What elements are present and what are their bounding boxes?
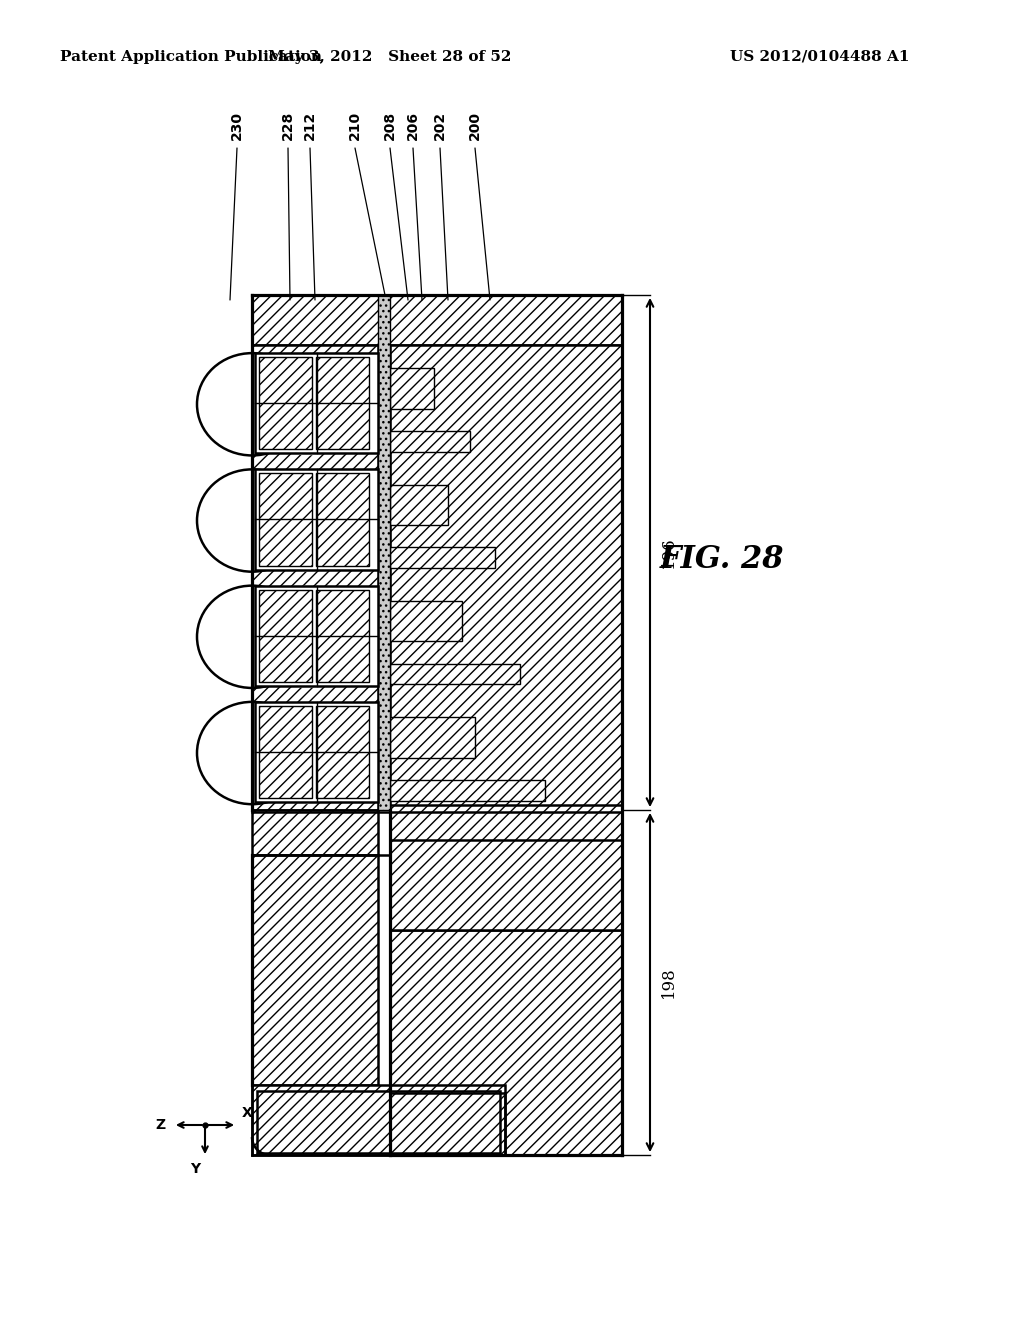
Bar <box>390 548 495 568</box>
Text: 200: 200 <box>468 111 482 140</box>
Text: 210: 210 <box>348 111 362 140</box>
Bar <box>315 474 369 565</box>
Text: 198: 198 <box>660 966 677 998</box>
Bar <box>255 469 378 569</box>
Text: May 3, 2012   Sheet 28 of 52: May 3, 2012 Sheet 28 of 52 <box>268 50 512 63</box>
Bar <box>390 664 520 685</box>
Bar <box>390 432 470 451</box>
Text: Z: Z <box>155 1118 165 1133</box>
Bar <box>390 931 622 1155</box>
Text: 196: 196 <box>660 537 677 569</box>
Text: US 2012/0104488 A1: US 2012/0104488 A1 <box>730 50 909 63</box>
Bar <box>252 810 378 855</box>
Ellipse shape <box>252 470 362 572</box>
Ellipse shape <box>252 702 362 804</box>
Bar <box>315 590 369 681</box>
Bar <box>259 590 312 681</box>
Text: 230: 230 <box>230 111 244 140</box>
Bar <box>259 706 312 799</box>
Bar <box>390 780 545 801</box>
Ellipse shape <box>252 586 362 688</box>
Text: FIG. 28: FIG. 28 <box>660 544 784 576</box>
Bar <box>390 345 622 810</box>
Bar <box>252 345 378 810</box>
Ellipse shape <box>197 702 307 804</box>
Text: 206: 206 <box>406 111 420 140</box>
Bar <box>390 368 434 409</box>
Bar <box>252 294 622 345</box>
Ellipse shape <box>197 470 307 572</box>
Bar <box>390 717 475 758</box>
Bar <box>257 1092 500 1152</box>
Bar <box>315 356 369 449</box>
Bar <box>259 356 312 449</box>
Text: X: X <box>242 1106 253 1119</box>
Text: 202: 202 <box>433 111 447 140</box>
Ellipse shape <box>197 586 307 688</box>
Bar <box>390 484 447 525</box>
Bar <box>315 706 369 799</box>
Bar <box>252 855 378 1085</box>
Bar <box>390 810 622 931</box>
Bar <box>252 1085 505 1155</box>
Text: 212: 212 <box>303 111 317 140</box>
Bar <box>390 805 622 840</box>
Bar <box>255 702 378 803</box>
Bar <box>390 814 622 931</box>
Ellipse shape <box>197 354 307 455</box>
Text: Y: Y <box>189 1162 200 1176</box>
Text: Patent Application Publication: Patent Application Publication <box>60 50 322 63</box>
Ellipse shape <box>252 354 362 455</box>
Bar <box>378 294 390 810</box>
Text: 228: 228 <box>281 111 295 140</box>
Bar <box>255 586 378 686</box>
Bar <box>259 474 312 565</box>
Bar <box>390 601 462 642</box>
Bar <box>255 352 378 453</box>
Text: 208: 208 <box>383 111 397 140</box>
